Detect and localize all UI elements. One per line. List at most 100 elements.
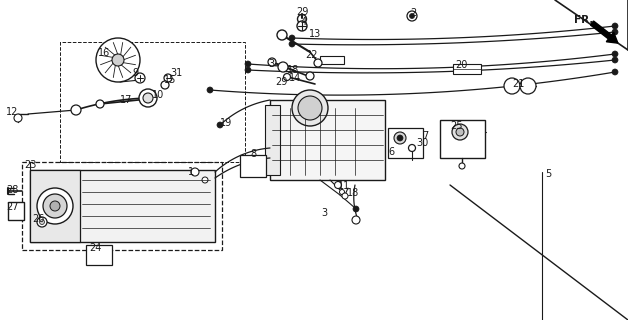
Circle shape	[612, 29, 618, 35]
Circle shape	[50, 201, 60, 211]
Polygon shape	[580, 0, 628, 320]
Text: 21: 21	[512, 79, 524, 89]
Circle shape	[43, 194, 67, 218]
Bar	[440, 120, 485, 158]
Text: 17: 17	[120, 95, 133, 105]
Text: 9: 9	[132, 68, 138, 78]
Text: 19: 19	[220, 118, 232, 128]
Bar	[453, 64, 481, 74]
Text: 18: 18	[347, 188, 359, 198]
Circle shape	[278, 62, 288, 72]
Text: 7: 7	[422, 131, 428, 141]
Text: 29: 29	[275, 77, 288, 87]
Text: 14: 14	[289, 73, 301, 83]
Circle shape	[143, 93, 153, 103]
Circle shape	[245, 67, 251, 73]
Circle shape	[245, 61, 251, 67]
Circle shape	[394, 132, 406, 144]
FancyArrow shape	[590, 21, 618, 43]
Text: 4: 4	[301, 17, 307, 27]
Circle shape	[135, 73, 145, 83]
Circle shape	[289, 35, 295, 41]
Text: 29: 29	[296, 7, 308, 17]
Bar	[265, 105, 280, 175]
Circle shape	[612, 69, 618, 75]
Circle shape	[37, 188, 73, 224]
Bar	[30, 170, 80, 242]
Circle shape	[289, 41, 295, 47]
Circle shape	[504, 78, 520, 94]
Circle shape	[40, 220, 45, 225]
Circle shape	[139, 89, 157, 107]
Text: 23: 23	[24, 160, 36, 170]
Circle shape	[397, 135, 403, 141]
Circle shape	[297, 21, 307, 31]
Text: 8: 8	[250, 149, 256, 159]
Bar	[270, 100, 385, 180]
Text: 13: 13	[309, 29, 322, 39]
Text: 25: 25	[450, 121, 462, 131]
Text: 3: 3	[268, 59, 274, 69]
Circle shape	[612, 51, 618, 57]
Circle shape	[352, 216, 360, 224]
Circle shape	[409, 13, 414, 19]
Bar	[22, 162, 222, 250]
Bar	[388, 128, 423, 158]
Circle shape	[96, 38, 140, 82]
Bar	[240, 155, 266, 177]
Bar	[320, 56, 344, 64]
Circle shape	[612, 57, 618, 63]
Circle shape	[202, 177, 208, 183]
Text: 27: 27	[6, 202, 18, 212]
Circle shape	[459, 163, 465, 169]
Circle shape	[14, 114, 22, 122]
Circle shape	[37, 217, 47, 227]
Circle shape	[408, 145, 416, 151]
Circle shape	[161, 81, 169, 89]
Bar	[8, 202, 24, 220]
Text: 24: 24	[89, 243, 101, 253]
Circle shape	[452, 124, 468, 140]
Circle shape	[268, 58, 276, 66]
Text: 2: 2	[410, 8, 416, 18]
Circle shape	[342, 193, 348, 199]
Text: 22: 22	[305, 50, 318, 60]
Text: 10: 10	[152, 90, 165, 100]
Circle shape	[164, 74, 172, 82]
Circle shape	[277, 30, 287, 40]
Text: 5: 5	[545, 169, 551, 179]
Circle shape	[283, 74, 291, 81]
Circle shape	[191, 168, 199, 176]
Circle shape	[298, 14, 306, 23]
Text: 6: 6	[388, 147, 394, 157]
Circle shape	[292, 90, 328, 126]
Text: FR.: FR.	[574, 15, 593, 25]
Text: 30: 30	[416, 138, 428, 148]
Circle shape	[456, 128, 464, 136]
Circle shape	[298, 96, 322, 120]
Circle shape	[207, 87, 213, 93]
Text: 3: 3	[321, 208, 327, 218]
Circle shape	[217, 122, 223, 128]
Text: 31: 31	[170, 68, 182, 78]
Text: 16: 16	[98, 48, 111, 58]
Circle shape	[71, 105, 81, 115]
Circle shape	[306, 72, 314, 80]
Text: 12: 12	[6, 107, 18, 117]
Circle shape	[353, 206, 359, 212]
Bar	[60, 42, 245, 162]
Bar	[30, 170, 215, 242]
Text: 28: 28	[6, 185, 18, 195]
Text: 11: 11	[338, 181, 350, 191]
Circle shape	[612, 23, 618, 29]
Text: 15: 15	[164, 75, 176, 85]
Circle shape	[407, 11, 417, 21]
Text: 26: 26	[32, 214, 45, 224]
Text: 18: 18	[287, 65, 300, 75]
Text: 1: 1	[188, 167, 194, 177]
Circle shape	[340, 189, 345, 195]
Circle shape	[112, 54, 124, 66]
Circle shape	[96, 100, 104, 108]
Bar	[86, 245, 112, 265]
Text: 20: 20	[455, 60, 467, 70]
